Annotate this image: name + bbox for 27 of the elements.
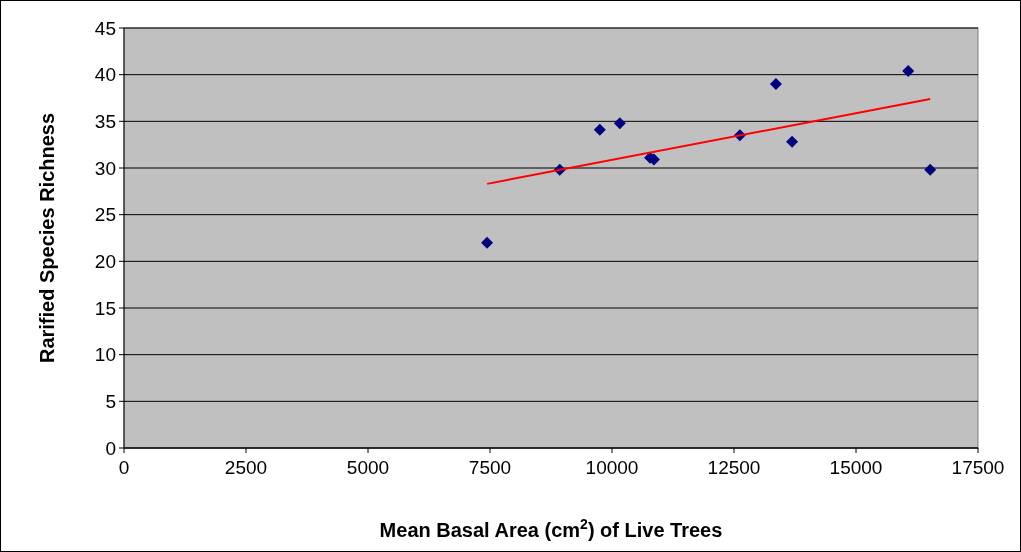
point (902, 64, 915, 77)
y-tick-label: 15 (94, 297, 116, 319)
point (924, 163, 937, 176)
y-axis-title: Rarified Species Richness (36, 112, 58, 364)
point (769, 78, 782, 90)
x-tick-label: 2500 (224, 457, 268, 478)
x-tick-label: 15000 (829, 457, 883, 478)
y-tick-label: 35 (94, 110, 116, 132)
x-axis-title: Mean Basal Area (cm$^{2}$) of Live Trees (379, 516, 723, 541)
point (481, 236, 494, 249)
point (613, 117, 626, 130)
y-tick-label: 0 (105, 437, 116, 459)
y-tick-label: 25 (94, 204, 116, 226)
y-tick-label: 40 (94, 64, 116, 86)
y-tick-label: 5 (105, 390, 116, 412)
x-tick-label: 12500 (707, 457, 761, 478)
y-tick-label: 30 (94, 157, 116, 179)
point (593, 123, 606, 136)
point (786, 135, 799, 148)
x-tick-label: 7500 (468, 457, 512, 478)
y-tick-label: 45 (94, 17, 116, 39)
x-tick-label: 10000 (585, 457, 639, 478)
x-tick-label: 0 (118, 457, 130, 478)
x-tick-label: 5000 (346, 457, 390, 478)
x-tick-label: 17500 (951, 457, 1005, 478)
y-tick-label: 10 (94, 344, 116, 366)
y-tick-label: 20 (94, 250, 116, 272)
